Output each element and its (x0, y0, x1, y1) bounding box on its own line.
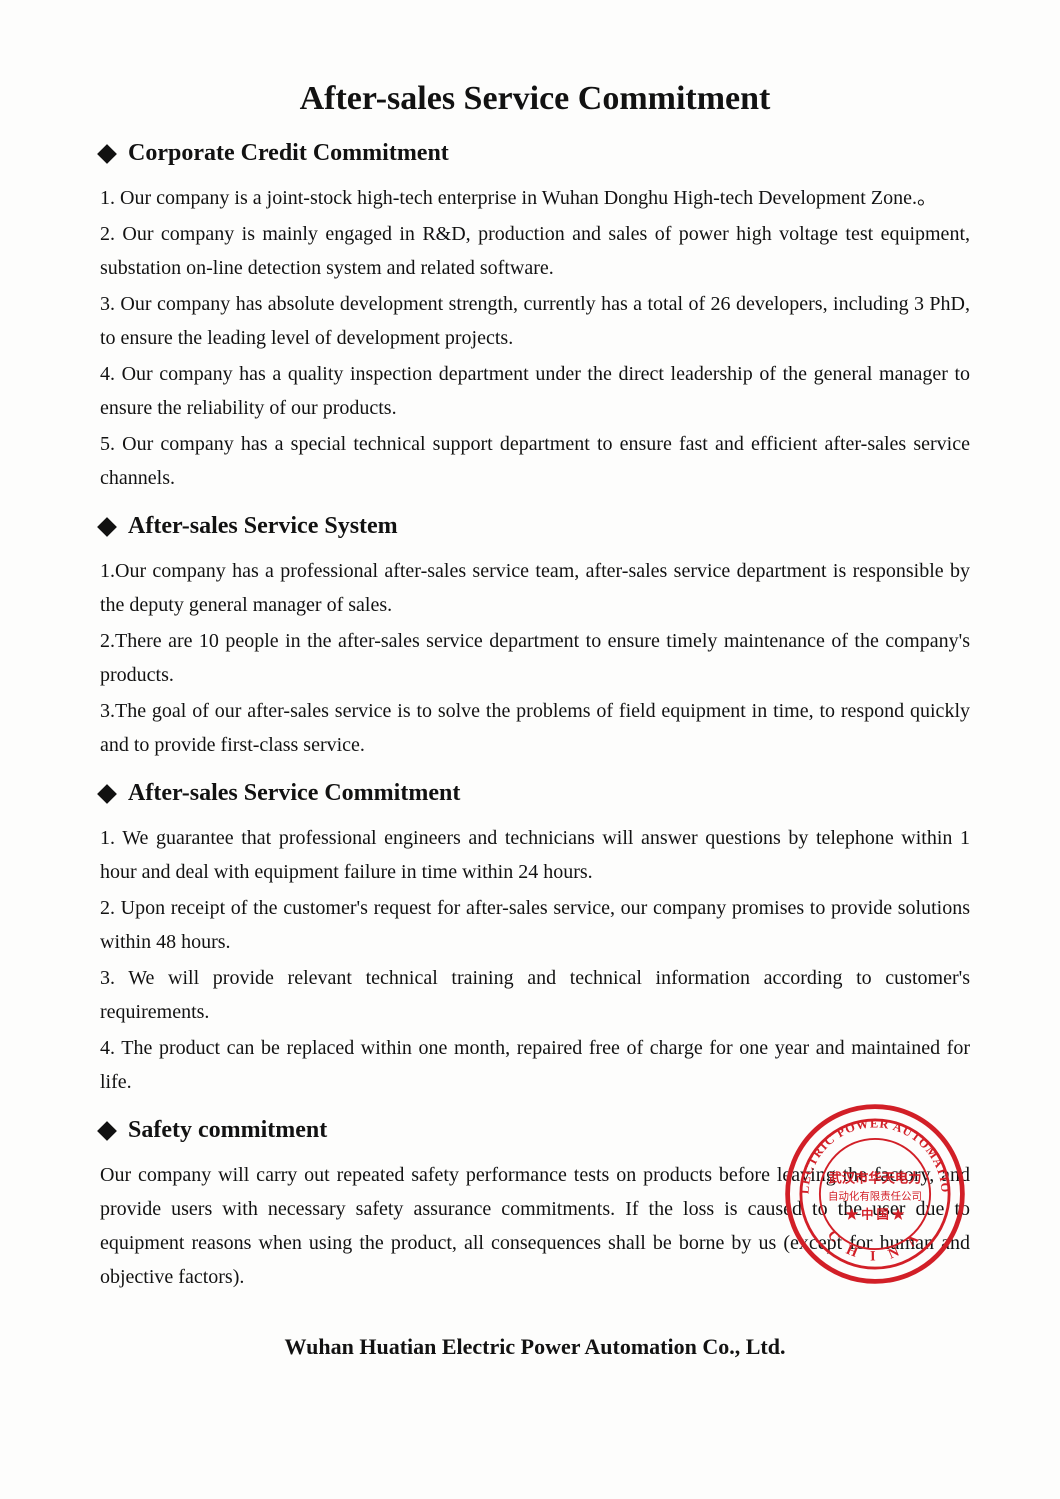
section-heading-service-commitment: After-sales Service Commitment (100, 780, 970, 807)
document-title: After-sales Service Commitment (100, 80, 970, 118)
section-heading-text: After-sales Service System (128, 513, 398, 540)
diamond-icon (97, 1121, 117, 1141)
section-heading-corporate-credit: Corporate Credit Commitment (100, 140, 970, 167)
diamond-icon (97, 517, 117, 537)
body-paragraph: 1.Our company has a professional after-s… (100, 554, 970, 622)
section-heading-service-system: After-sales Service System (100, 513, 970, 540)
document-page: After-sales Service Commitment Corporate… (0, 0, 1060, 1499)
stamp-inner-line2: 自动化有限责任公司 (828, 1190, 922, 1203)
body-paragraph: 4. Our company has a quality inspection … (100, 357, 970, 425)
company-signature: Wuhan Huatian Electric Power Automation … (100, 1334, 970, 1360)
section-heading-text: Safety commitment (128, 1117, 327, 1144)
body-paragraph: 1. Our company is a joint-stock high-tec… (100, 181, 970, 215)
diamond-icon (97, 144, 117, 164)
body-paragraph: 2. Our company is mainly engaged in R&D,… (100, 217, 970, 285)
section-heading-text: Corporate Credit Commitment (128, 140, 449, 167)
body-paragraph: 3. We will provide relevant technical tr… (100, 961, 970, 1029)
body-paragraph: 2. Upon receipt of the customer's reques… (100, 891, 970, 959)
body-paragraph: 2.There are 10 people in the after-sales… (100, 624, 970, 692)
company-stamp-icon: ELECTRIC POWER AUTOMATION C H I N A 武汉市华… (780, 1099, 970, 1289)
diamond-icon (97, 784, 117, 804)
body-paragraph: 1. We guarantee that professional engine… (100, 821, 970, 889)
body-paragraph: 5. Our company has a special technical s… (100, 427, 970, 495)
body-paragraph: 4. The product can be replaced within on… (100, 1031, 970, 1099)
section-heading-text: After-sales Service Commitment (128, 780, 460, 807)
stamp-inner-line3: ★ 中 国 ★ (846, 1207, 905, 1222)
stamp-inner-line1: 武汉市华天电力 (828, 1170, 921, 1186)
body-paragraph: 3.The goal of our after-sales service is… (100, 694, 970, 762)
body-paragraph: 3. Our company has absolute development … (100, 287, 970, 355)
